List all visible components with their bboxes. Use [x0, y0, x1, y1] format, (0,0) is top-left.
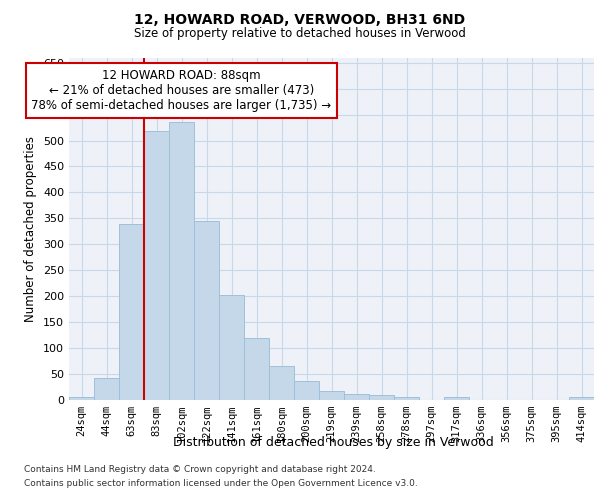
Bar	[119, 224, 144, 400]
Bar	[294, 381, 319, 400]
Bar	[244, 338, 269, 400]
Bar	[169, 122, 194, 400]
Y-axis label: Number of detached properties: Number of detached properties	[25, 136, 37, 322]
Text: 12, HOWARD ROAD, VERWOOD, BH31 6ND: 12, HOWARD ROAD, VERWOOD, BH31 6ND	[134, 12, 466, 26]
Bar	[344, 394, 369, 400]
Bar	[269, 366, 294, 400]
Text: 12 HOWARD ROAD: 88sqm
← 21% of detached houses are smaller (473)
78% of semi-det: 12 HOWARD ROAD: 88sqm ← 21% of detached …	[31, 69, 332, 112]
Bar	[444, 398, 469, 400]
Bar	[569, 398, 594, 400]
Bar	[369, 395, 394, 400]
Text: Distribution of detached houses by size in Verwood: Distribution of detached houses by size …	[173, 436, 493, 449]
Bar	[69, 398, 94, 400]
Bar	[144, 131, 169, 400]
Bar	[319, 390, 344, 400]
Text: Contains public sector information licensed under the Open Government Licence v3: Contains public sector information licen…	[24, 479, 418, 488]
Bar	[194, 221, 219, 400]
Text: Contains HM Land Registry data © Crown copyright and database right 2024.: Contains HM Land Registry data © Crown c…	[24, 466, 376, 474]
Bar	[94, 378, 119, 400]
Bar	[219, 294, 244, 400]
Bar	[394, 397, 419, 400]
Text: Size of property relative to detached houses in Verwood: Size of property relative to detached ho…	[134, 28, 466, 40]
